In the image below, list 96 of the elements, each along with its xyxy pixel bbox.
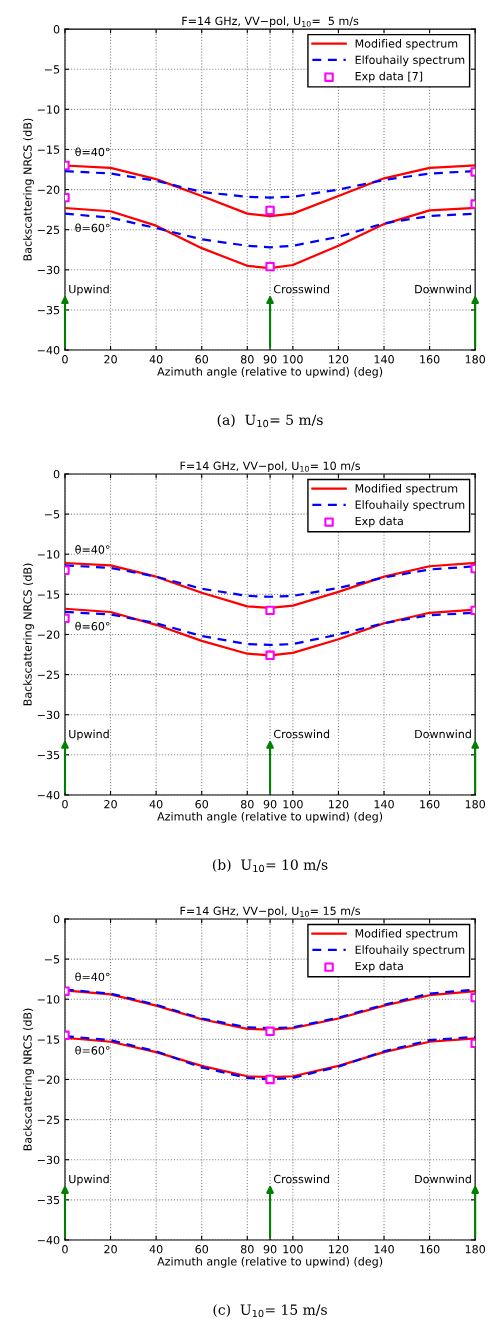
x-tick-label: 0 [62, 355, 68, 364]
text: (b) U$_{10}$= 10 m/s [212, 859, 328, 873]
text: (a) U$_{10}$= 5 m/s [217, 414, 323, 428]
y-tick-label: −15 [37, 145, 60, 154]
x-tick-label: 180 [465, 1245, 486, 1254]
x-tick-label: 80 [240, 800, 254, 809]
y-tick-label: −40 [37, 790, 60, 800]
y-tick-label: −15 [37, 590, 60, 599]
x-tick-label: 100 [283, 355, 303, 364]
annotation: Crosswind [273, 284, 330, 294]
x-tick-label: 20 [104, 355, 117, 364]
chart-title: F=14 GHz, VV−pol, U$_{10}$= 5 m/s [182, 16, 359, 28]
x-tick-label: 160 [420, 1245, 440, 1254]
annotation: θ=60° [75, 1045, 110, 1055]
x-tick-label: 60 [195, 355, 209, 364]
legend-label: Exp data [355, 961, 403, 973]
y-tick-label: 0 [53, 25, 60, 34]
y-tick-label: −25 [37, 225, 60, 235]
x-tick-label: 140 [374, 355, 394, 364]
legend-label: Modified spectrum [355, 39, 458, 50]
annotation: θ=40° [75, 147, 110, 157]
y-axis-title: Backscattering NRCS (dB) [23, 563, 34, 706]
x-tick-label: 180 [465, 800, 486, 809]
y-tick-label: −35 [37, 305, 60, 315]
legend-label: Modified spectrum [355, 928, 458, 940]
annotation: θ=40° [75, 972, 110, 982]
annotation: θ=60° [75, 223, 110, 233]
y-tick-label: −20 [37, 1075, 60, 1084]
x-tick-label: 90 [263, 355, 277, 364]
annotation: Downwind [415, 729, 471, 739]
annotation: Downwind [415, 284, 471, 294]
annotation: Crosswind [273, 729, 330, 739]
y-tick-label: −10 [37, 105, 60, 114]
legend-label: Exp data [7] [355, 71, 423, 83]
x-axis-title: Azimuth angle (relative to upwind) (deg) [157, 1256, 383, 1268]
x-tick-label: 20 [104, 1245, 117, 1254]
x-tick-label: 120 [329, 800, 349, 809]
y-tick-label: −30 [37, 710, 60, 720]
annotation: Downwind [415, 1174, 471, 1184]
legend-label: Elfouhaily spectrum [355, 945, 465, 957]
annotation: Upwind [69, 1174, 109, 1186]
y-tick-label: 0 [53, 469, 60, 479]
x-tick-label: 60 [195, 1245, 209, 1254]
x-tick-label: 160 [420, 355, 440, 364]
y-tick-label: 0 [53, 914, 60, 924]
y-tick-label: −40 [37, 346, 60, 355]
x-axis-title: Azimuth angle (relative to upwind) (deg) [157, 367, 383, 378]
chart-title: F=14 GHz, VV−pol, U$_{10}$= 10 m/s [180, 461, 361, 473]
x-tick-label: 90 [263, 800, 277, 809]
annotation: Upwind [69, 284, 109, 296]
annotation: Upwind [69, 729, 109, 741]
x-tick-label: 140 [374, 1245, 394, 1254]
y-axis-title: Backscattering NRCS (dB) [23, 1008, 34, 1151]
y-axis-title: Backscattering NRCS (dB) [23, 118, 34, 261]
y-tick-label: −35 [37, 750, 60, 760]
y-tick-label: −5 [44, 65, 60, 74]
x-tick-label: 100 [283, 800, 303, 809]
legend-label: Elfouhaily spectrum [355, 500, 465, 512]
annotation: Crosswind [273, 1174, 330, 1184]
y-tick-label: −30 [37, 1155, 60, 1165]
x-tick-label: 120 [329, 1245, 349, 1254]
x-tick-label: 80 [240, 1245, 254, 1254]
x-tick-label: 40 [149, 1245, 163, 1254]
x-tick-label: 160 [420, 800, 440, 809]
x-tick-label: 80 [240, 355, 254, 364]
y-tick-label: −5 [44, 955, 60, 964]
x-tick-label: 0 [62, 1245, 68, 1254]
x-tick-label: 180 [465, 355, 486, 364]
legend-label: Elfouhaily spectrum [355, 55, 465, 67]
y-tick-label: −25 [37, 1115, 60, 1124]
y-tick-label: −40 [37, 1235, 60, 1245]
y-tick-label: −20 [37, 630, 60, 639]
chart-title: F=14 GHz, VV−pol, U$_{10}$= 15 m/s [180, 906, 361, 918]
x-tick-label: 120 [329, 355, 349, 364]
x-tick-label: 90 [263, 1245, 277, 1254]
y-tick-label: −10 [37, 995, 60, 1004]
y-tick-label: −25 [37, 670, 60, 679]
x-tick-label: 40 [149, 355, 163, 364]
x-tick-label: 40 [149, 800, 163, 809]
x-axis-title: Azimuth angle (relative to upwind) (deg) [157, 811, 383, 823]
x-tick-label: 20 [104, 800, 117, 809]
legend-label: Modified spectrum [355, 483, 458, 495]
y-tick-label: −20 [37, 185, 60, 194]
x-tick-label: 100 [283, 1245, 303, 1254]
annotation: θ=60° [75, 621, 110, 631]
y-tick-label: −15 [37, 1035, 60, 1044]
x-tick-label: 0 [62, 800, 68, 809]
y-tick-label: −5 [44, 510, 60, 519]
x-tick-label: 60 [195, 800, 209, 809]
text: (c) U$_{10}$= 15 m/s [213, 1304, 327, 1318]
y-tick-label: −30 [37, 265, 60, 275]
annotation: θ=40° [75, 545, 110, 554]
y-tick-label: −10 [37, 550, 60, 559]
x-tick-label: 140 [374, 800, 394, 809]
legend-label: Exp data [355, 516, 403, 528]
y-tick-label: −35 [37, 1195, 60, 1205]
